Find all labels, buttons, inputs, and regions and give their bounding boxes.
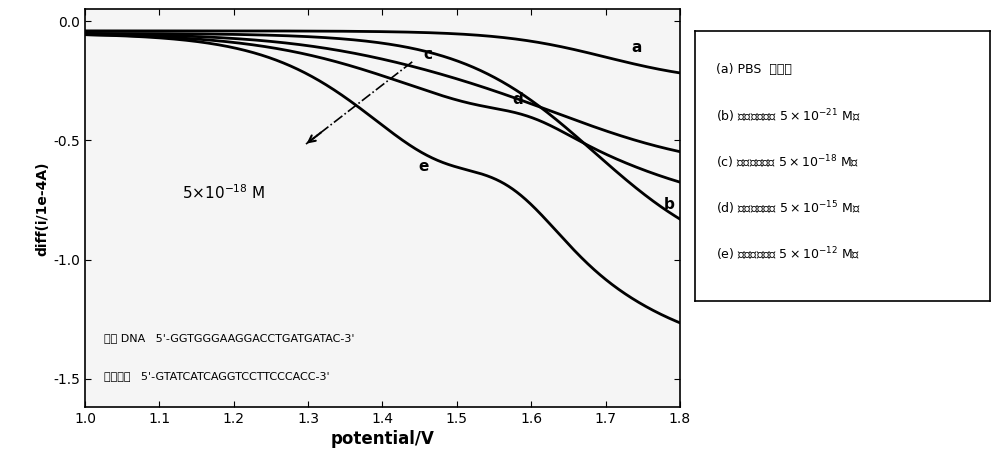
- X-axis label: potential/V: potential/V: [331, 430, 434, 448]
- Text: 正配探针   5'-GTATCATCAGGTCCTTCCCACC-3': 正配探针 5'-GTATCATCAGGTCCTTCCCACC-3': [104, 372, 329, 382]
- Text: (e) 核酸溶液浓度 $5\times10^{-12}$ M。: (e) 核酸溶液浓度 $5\times10^{-12}$ M。: [716, 245, 860, 263]
- Text: (d) 核酸溶液浓度 $5\times10^{-15}$ M；: (d) 核酸溶液浓度 $5\times10^{-15}$ M；: [716, 199, 860, 217]
- Text: (b) 核酸溶液浓度 $5\times10^{-21}$ M；: (b) 核酸溶液浓度 $5\times10^{-21}$ M；: [716, 107, 860, 125]
- Text: e: e: [418, 159, 429, 174]
- Text: c: c: [423, 47, 432, 62]
- Text: (c) 核酸溶液浓度 $5\times10^{-18}$ M；: (c) 核酸溶液浓度 $5\times10^{-18}$ M；: [716, 153, 859, 171]
- Text: a: a: [632, 41, 642, 56]
- Text: d: d: [513, 92, 523, 107]
- Text: 目标 DNA   5'-GGTGGGAAGGACCTGATGATAC-3': 目标 DNA 5'-GGTGGGAAGGACCTGATGATAC-3': [104, 333, 354, 343]
- Text: (a) PBS  空白；: (a) PBS 空白；: [716, 64, 792, 76]
- Y-axis label: diff(i/1e-4A): diff(i/1e-4A): [35, 161, 49, 256]
- Text: b: b: [664, 197, 675, 212]
- Text: 5$\times$10$^{-18}$ M: 5$\times$10$^{-18}$ M: [182, 184, 265, 202]
